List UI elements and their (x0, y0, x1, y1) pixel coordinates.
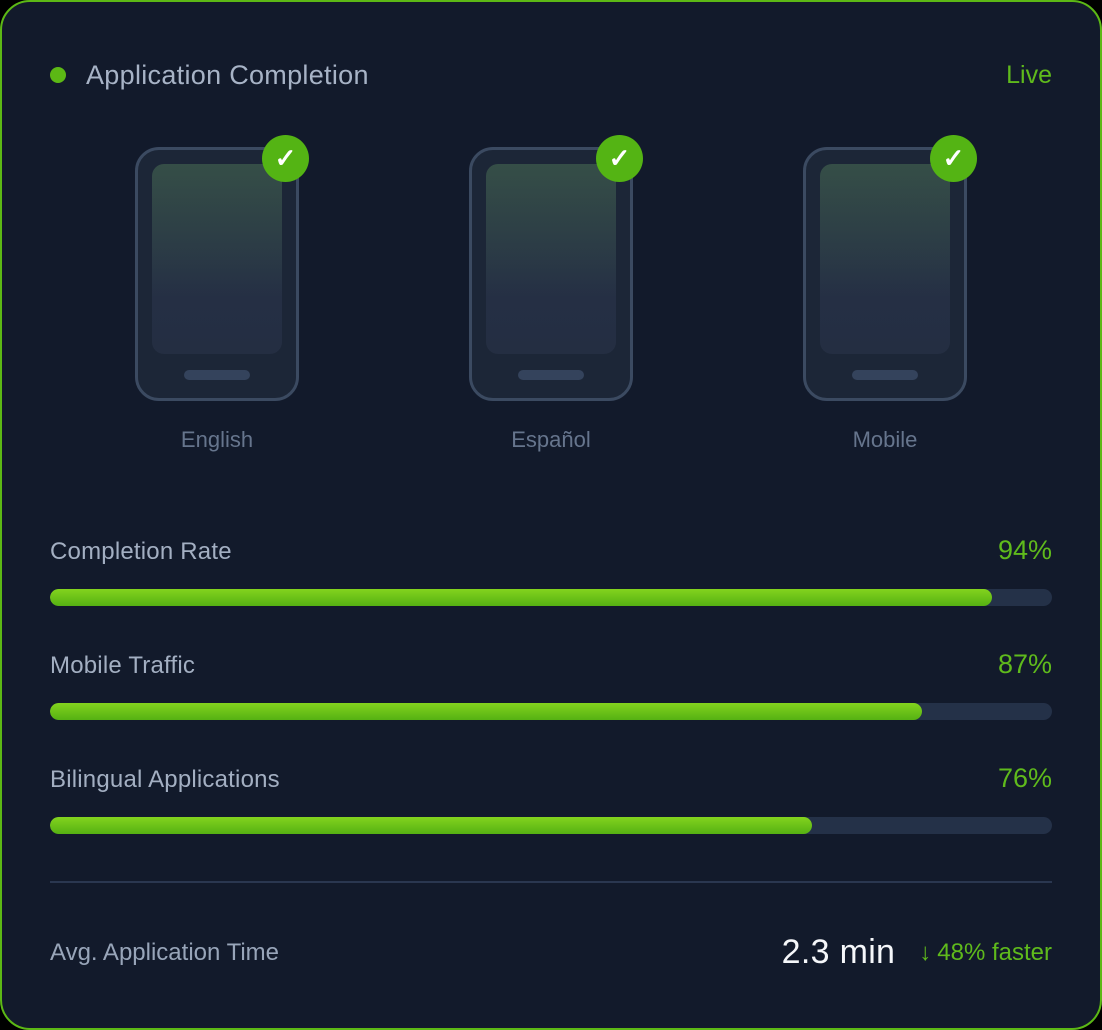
phone-screen (820, 164, 950, 354)
metric-value: 76% (997, 763, 1052, 793)
footer-label: Avg. Application Time (50, 938, 280, 966)
phone-homebar (852, 370, 918, 380)
delta-badge: ↓ 48% faster (919, 939, 1052, 967)
delta-text: 48% faster (937, 938, 1052, 966)
check-icon: ✓ (596, 135, 643, 182)
device-label: Español (511, 427, 591, 452)
phone-screen (486, 164, 616, 354)
phone-illustration: ✓ (135, 135, 309, 401)
metric-label: Bilingual Applications (50, 766, 280, 793)
phone-screen (152, 164, 282, 354)
avg-time-value: 2.3 min (781, 933, 896, 971)
metric-value: 87% (997, 649, 1052, 679)
progress-track (50, 817, 1052, 834)
progress-fill (50, 589, 992, 606)
arrow-down-icon: ↓ (919, 938, 932, 966)
metric-label: Completion Rate (50, 538, 232, 565)
progress-fill (50, 703, 922, 720)
device-label: English (180, 427, 254, 452)
metric-label: Mobile Traffic (50, 652, 196, 679)
card-header: Application Completion Live (50, 58, 1052, 92)
metrics-section: Completion Rate 94% Mobile Traffic 87% B… (50, 535, 1052, 834)
phone-illustration: ✓ (469, 135, 643, 401)
metric-completion-rate: Completion Rate 94% (50, 535, 1052, 606)
device-label: Mobile (852, 427, 918, 452)
device-preview-espanol: ✓ Español (384, 135, 718, 453)
device-preview-english: ✓ English (50, 135, 384, 453)
phone-homebar (184, 370, 250, 380)
metric-bilingual-applications: Bilingual Applications 76% (50, 763, 1052, 834)
device-preview-mobile: ✓ Mobile (718, 135, 1052, 453)
check-icon: ✓ (930, 135, 977, 182)
check-icon: ✓ (262, 135, 309, 182)
footer-stat-row: Avg. Application Time 2.3 min ↓ 48% fast… (50, 933, 1052, 972)
live-badge: Live (1006, 60, 1052, 89)
status-dot-icon (50, 67, 66, 83)
card-title: Application Completion (86, 59, 369, 90)
device-previews-row: ✓ English ✓ Español ✓ Mobile (50, 135, 1052, 453)
phone-homebar (518, 370, 584, 380)
progress-track (50, 589, 1052, 606)
progress-fill (50, 817, 812, 834)
metric-value: 94% (997, 535, 1052, 565)
divider (50, 881, 1052, 883)
metric-mobile-traffic: Mobile Traffic 87% (50, 649, 1052, 720)
progress-track (50, 703, 1052, 720)
phone-illustration: ✓ (803, 135, 977, 401)
